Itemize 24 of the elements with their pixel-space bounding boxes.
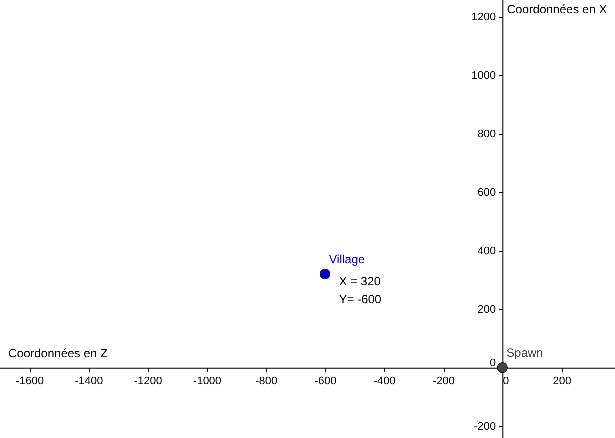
x-tick-label: -1600 — [16, 375, 44, 388]
annotation: Y= -600 — [339, 292, 382, 306]
x-tick-label: 200 — [553, 375, 572, 388]
y-tick-label: 600 — [478, 186, 496, 199]
x-tick-label: 0 — [503, 375, 510, 388]
y-tick-label: 200 — [478, 304, 496, 316]
x-tick-label: -800 — [256, 375, 278, 388]
annotation: X = 320 — [339, 274, 382, 288]
x-tick-label: -1200 — [134, 375, 162, 388]
x-axis-title: Coordonnées en Z — [8, 346, 108, 360]
x-tick-label: -600 — [314, 375, 337, 388]
x-tick-label: -1400 — [75, 375, 104, 388]
y-tick-label: 0 — [490, 357, 496, 370]
x-tick-label: -400 — [374, 375, 396, 388]
x-tick-label: -200 — [432, 375, 456, 388]
y-axis-title: Coordonnées en X — [507, 2, 608, 16]
y-tick-label: 1000 — [472, 70, 496, 82]
series-label: Village — [329, 252, 366, 266]
y-tick-label: 400 — [478, 245, 496, 258]
y-tick-label: -200 — [474, 420, 496, 433]
x-tick-label: -1000 — [193, 375, 222, 388]
y-tick-label: 1200 — [472, 11, 496, 24]
y-tick-label: 800 — [478, 128, 496, 140]
series-label: Spawn — [506, 346, 544, 360]
